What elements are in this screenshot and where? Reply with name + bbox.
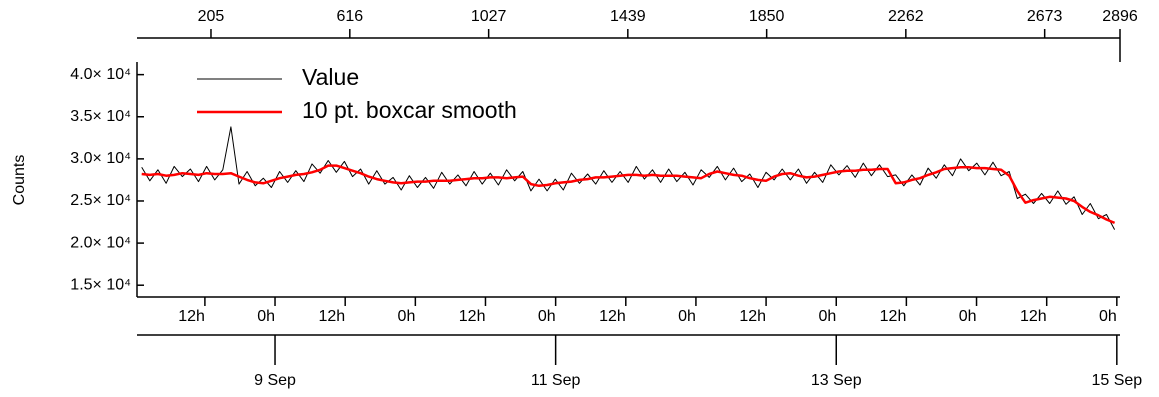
legend-label: Value: [302, 64, 359, 90]
series-line: [141, 126, 1116, 230]
x-tick-label: 12h: [599, 308, 626, 325]
x-tick-label: 12h: [318, 308, 345, 325]
date-tick-label: 13 Sep: [811, 372, 862, 389]
x-tick-label: 0h: [678, 308, 696, 325]
x-tick-label: 0h: [398, 308, 416, 325]
y-axis-label: Counts: [11, 155, 28, 206]
top-x-tick-label: 205: [198, 8, 225, 25]
date-tick-label: 11 Sep: [531, 372, 581, 389]
y-tick-label: 2.0× 10⁴: [70, 234, 131, 251]
x-tick-label: 0h: [257, 308, 275, 325]
top-x-tick-label: 1439: [610, 8, 646, 25]
top-x-tick-label: 2262: [888, 8, 924, 25]
y-tick-label: 4.0× 10⁴: [70, 66, 131, 83]
y-tick-label: 3.5× 10⁴: [70, 108, 131, 125]
x-tick-label: 0h: [818, 308, 836, 325]
x-tick-label: 0h: [538, 308, 556, 325]
y-tick-label: 1.5× 10⁴: [70, 276, 131, 293]
x-tick-label: 12h: [880, 308, 907, 325]
top-x-tick-label: 1027: [471, 8, 507, 25]
x-tick-label: 0h: [959, 308, 977, 325]
x-tick-label: 12h: [459, 308, 486, 325]
y-tick-label: 2.5× 10⁴: [70, 192, 131, 209]
top-x-tick-label: 616: [336, 8, 363, 25]
series-line: [141, 164, 1116, 225]
legend-label: 10 pt. boxcar smooth: [302, 97, 517, 123]
date-tick-label: 9 Sep: [254, 372, 296, 389]
top-x-tick-label: 1850: [749, 8, 785, 25]
y-tick-label: 3.0× 10⁴: [70, 150, 131, 167]
x-tick-label: 0h: [1099, 308, 1117, 325]
x-tick-label: 12h: [178, 308, 205, 325]
date-tick-label: 15 Sep: [1091, 372, 1142, 389]
top-x-tick-label: 2896: [1102, 8, 1138, 25]
top-x-tick-label: 2673: [1027, 8, 1063, 25]
x-tick-label: 12h: [1020, 308, 1047, 325]
x-tick-label: 12h: [739, 308, 766, 325]
